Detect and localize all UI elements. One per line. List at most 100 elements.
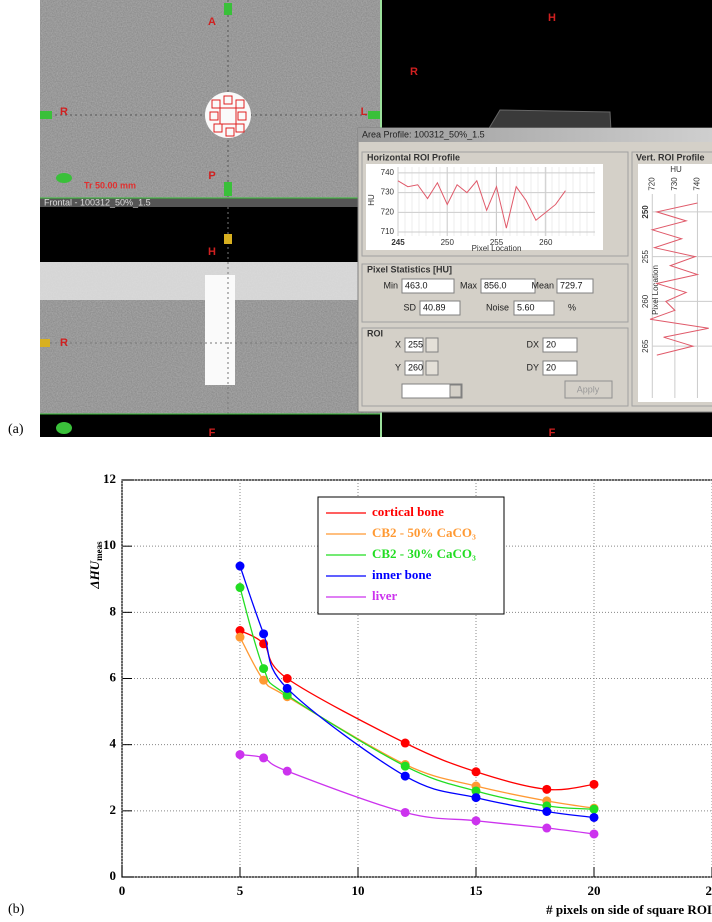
axis-label: Pixel Location [651,265,660,315]
series-line [240,588,594,810]
field-unit: % [568,302,576,312]
x-tick-label: 15 [470,883,484,898]
axial-noise [40,0,380,198]
x-tick-label: 25 [706,883,712,898]
y-tick-label: 10 [103,537,116,552]
panel-label: (a) [8,422,24,437]
data-point [401,808,410,817]
field-value: 40.89 [423,302,446,312]
data-point [236,583,245,592]
spinner[interactable] [426,338,438,352]
legend-label: CB2 - 30% CaCO₃ [372,546,476,561]
field-value: 260 [408,362,423,372]
legend-label: CB2 - 50% CaCO₃ [372,525,476,540]
x-tick-label: 730 [670,177,679,191]
view-title: Frontal - 100312_50%_1.5 [44,197,151,207]
panel-label: (b) [8,902,25,917]
x-tick-label: 250 [441,238,455,247]
data-point [472,767,481,776]
data-point [283,684,292,693]
data-point [542,824,551,833]
orientation-label: R [410,66,418,78]
y-tick-label: 255 [641,249,650,263]
dropdown-arrow [450,385,461,397]
x-tick-label: 20 [588,883,601,898]
y-tick-label: 740 [381,168,395,177]
scale-label: Tr 50.00 mm [84,180,136,190]
data-point [590,805,599,814]
x-tick-label: 5 [237,883,244,898]
legend-label: cortical bone [372,504,444,519]
y-tick-label: 12 [103,471,116,486]
legend-label: inner bone [372,567,432,582]
field-label: Y [395,362,401,372]
orientation-label: R [60,337,68,349]
figure: (a)(b)ARLPHRHRFFTr 50.00 mmFrontal - 100… [0,0,712,922]
group-title: Horizontal ROI Profile [367,152,460,162]
y-tick-label: 710 [381,227,395,236]
group-title: Vert. ROI Profile [636,152,705,162]
horizontal-plot-area [366,164,603,250]
data-point [259,629,268,638]
y-axis-label: ΔHUmeas [87,541,104,590]
y-tick-label: 8 [110,603,117,618]
x-axis-label: # pixels on side of square ROI [546,902,712,917]
data-point [590,829,599,838]
y-axis-label-main: ΔHU [87,560,102,589]
data-point [259,753,268,762]
x-tick-label: 260 [539,238,553,247]
orientation-label: H [208,246,216,258]
data-point [590,813,599,822]
field-value: 463.0 [405,280,428,290]
x-tick-label: 0 [119,883,126,898]
frontal-insert [205,275,235,385]
x-tick-label: 740 [693,177,702,191]
group-title: ROI [367,328,383,338]
data-point [236,750,245,759]
page: (a)(b)ARLPHRHRFFTr 50.00 mmFrontal - 100… [0,0,712,922]
orientation-label: A [208,16,216,28]
y-tick-label: 250 [641,205,650,219]
y-axis-label-subscript: meas [94,541,104,561]
data-point [283,674,292,683]
field-label: Max [460,280,478,290]
data-point [542,807,551,816]
y-tick-label: 6 [110,669,117,684]
field-label: SD [403,302,416,312]
y-tick-label: 0 [110,868,117,883]
y-tick-label: 720 [381,207,395,216]
orientation-label: H [548,12,556,24]
x-tick-label: 245 [391,238,405,247]
axis-label: Pixel Location [472,244,522,253]
group-title: Pixel Statistics [HU] [367,264,452,274]
field-label: DY [526,362,539,372]
data-point [542,785,551,794]
series-line [240,755,594,834]
y-tick-label: 265 [641,339,650,353]
y-tick-label: 260 [641,294,650,308]
button-label: Apply [577,384,600,394]
field-value: 729.7 [560,280,583,290]
spinner[interactable] [426,361,438,375]
data-point [401,762,410,771]
orientation-label: R [60,106,68,118]
orientation-label: F [209,427,216,439]
field-label: X [395,339,401,349]
data-point [401,739,410,748]
axis-label: HU [670,165,682,174]
data-point [472,793,481,802]
field-label: Min [383,280,398,290]
field-value: 20 [546,339,556,349]
field-label: DX [526,339,539,349]
data-point [259,664,268,673]
field-value: 20 [546,362,556,372]
x-tick-label: 720 [647,177,656,191]
data-point [236,633,245,642]
data-point [472,816,481,825]
data-point [590,780,599,789]
y-tick-label: 2 [110,802,117,817]
field-value: 5.60 [517,302,535,312]
legend-label: liver [372,588,397,603]
y-tick-label: 730 [381,188,395,197]
field-label: Mean [531,280,554,290]
